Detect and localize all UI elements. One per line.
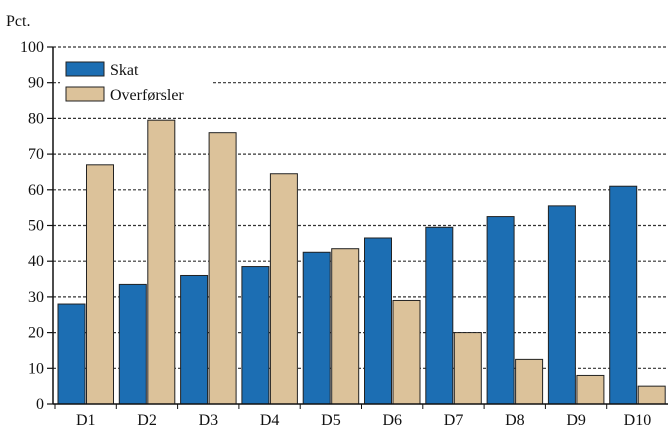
y-tick-label: 40	[28, 253, 44, 270]
y-tick-label: 100	[20, 39, 44, 56]
y-tick-label: 60	[28, 182, 44, 199]
bar-skat-d6	[364, 237, 392, 405]
bar-overf-rsler-d5	[331, 248, 360, 405]
x-tick-label-d5: D5	[321, 412, 341, 429]
bar-overf-rsler-d3	[208, 132, 237, 405]
x-tick-label-d4: D4	[260, 412, 280, 429]
bar-skat-d3	[180, 274, 209, 405]
legend-swatch-overforsler	[65, 86, 105, 102]
y-axis-title: Pct.	[6, 13, 30, 30]
y-tick-label: 20	[28, 325, 44, 342]
y-tick-label: 30	[28, 289, 44, 306]
bar-skat-d4	[241, 266, 270, 405]
legend-swatch-skat	[65, 61, 105, 77]
y-tick-label: 10	[28, 360, 44, 377]
x-tick-label-d7: D7	[444, 412, 464, 429]
bar-skat-d10	[609, 185, 638, 405]
bars-group	[57, 119, 666, 405]
bar-skat-d8	[486, 216, 515, 405]
bar-overf-rsler-d9	[576, 374, 605, 405]
x-tick-label-d1: D1	[76, 412, 96, 429]
bar-overf-rsler-d2	[147, 119, 176, 405]
bar-skat-d9	[547, 205, 576, 405]
legend-label-skat: Skat	[110, 62, 139, 79]
legend: Skat Overførsler	[60, 53, 212, 109]
x-tick-label-d8: D8	[505, 412, 525, 429]
bar-skat-d5	[302, 251, 331, 405]
y-tick-label: 70	[28, 146, 44, 163]
legend-label-overforsler: Overførsler	[110, 87, 184, 104]
x-tick-label-d9: D9	[566, 412, 586, 429]
bar-overf-rsler-d6	[392, 299, 421, 405]
bar-overf-rsler-d8	[515, 358, 544, 405]
y-tick-label: 50	[28, 218, 44, 235]
bar-overf-rsler-d4	[269, 173, 298, 405]
bar-skat-d1	[57, 303, 86, 405]
x-tick-label-d3: D3	[199, 412, 219, 429]
y-tick-label: 80	[28, 110, 44, 127]
x-tick-label-d6: D6	[382, 412, 402, 429]
x-tick-label-d10: D10	[624, 412, 652, 429]
bar-overf-rsler-d7	[453, 332, 482, 405]
y-tick-labels: 0 10 20 30 40 50 60 70 80 90 100	[20, 39, 53, 413]
bar-skat-d2	[118, 283, 147, 405]
bar-overf-rsler-d1	[86, 164, 114, 405]
y-tick-label: 0	[36, 396, 44, 413]
x-tick-label-d2: D2	[137, 412, 157, 429]
y-tick-label: 90	[28, 75, 44, 92]
bar-skat-d7	[425, 226, 454, 405]
x-tick-labels: D1 D2 D3 D4 D5 D6 D7 D8 D9 D10	[54, 404, 652, 429]
bar-overf-rsler-d10	[637, 385, 666, 405]
